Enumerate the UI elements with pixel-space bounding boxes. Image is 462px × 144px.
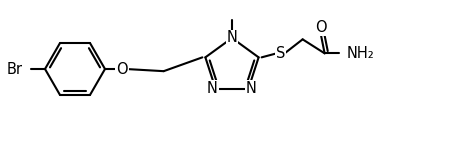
Text: O: O [116, 61, 128, 76]
Text: S: S [276, 46, 286, 61]
Text: O: O [315, 20, 327, 35]
Text: NH₂: NH₂ [346, 46, 374, 61]
Text: N: N [207, 81, 218, 96]
Text: N: N [226, 31, 237, 46]
Text: Br: Br [7, 61, 23, 76]
Text: N: N [246, 81, 257, 96]
